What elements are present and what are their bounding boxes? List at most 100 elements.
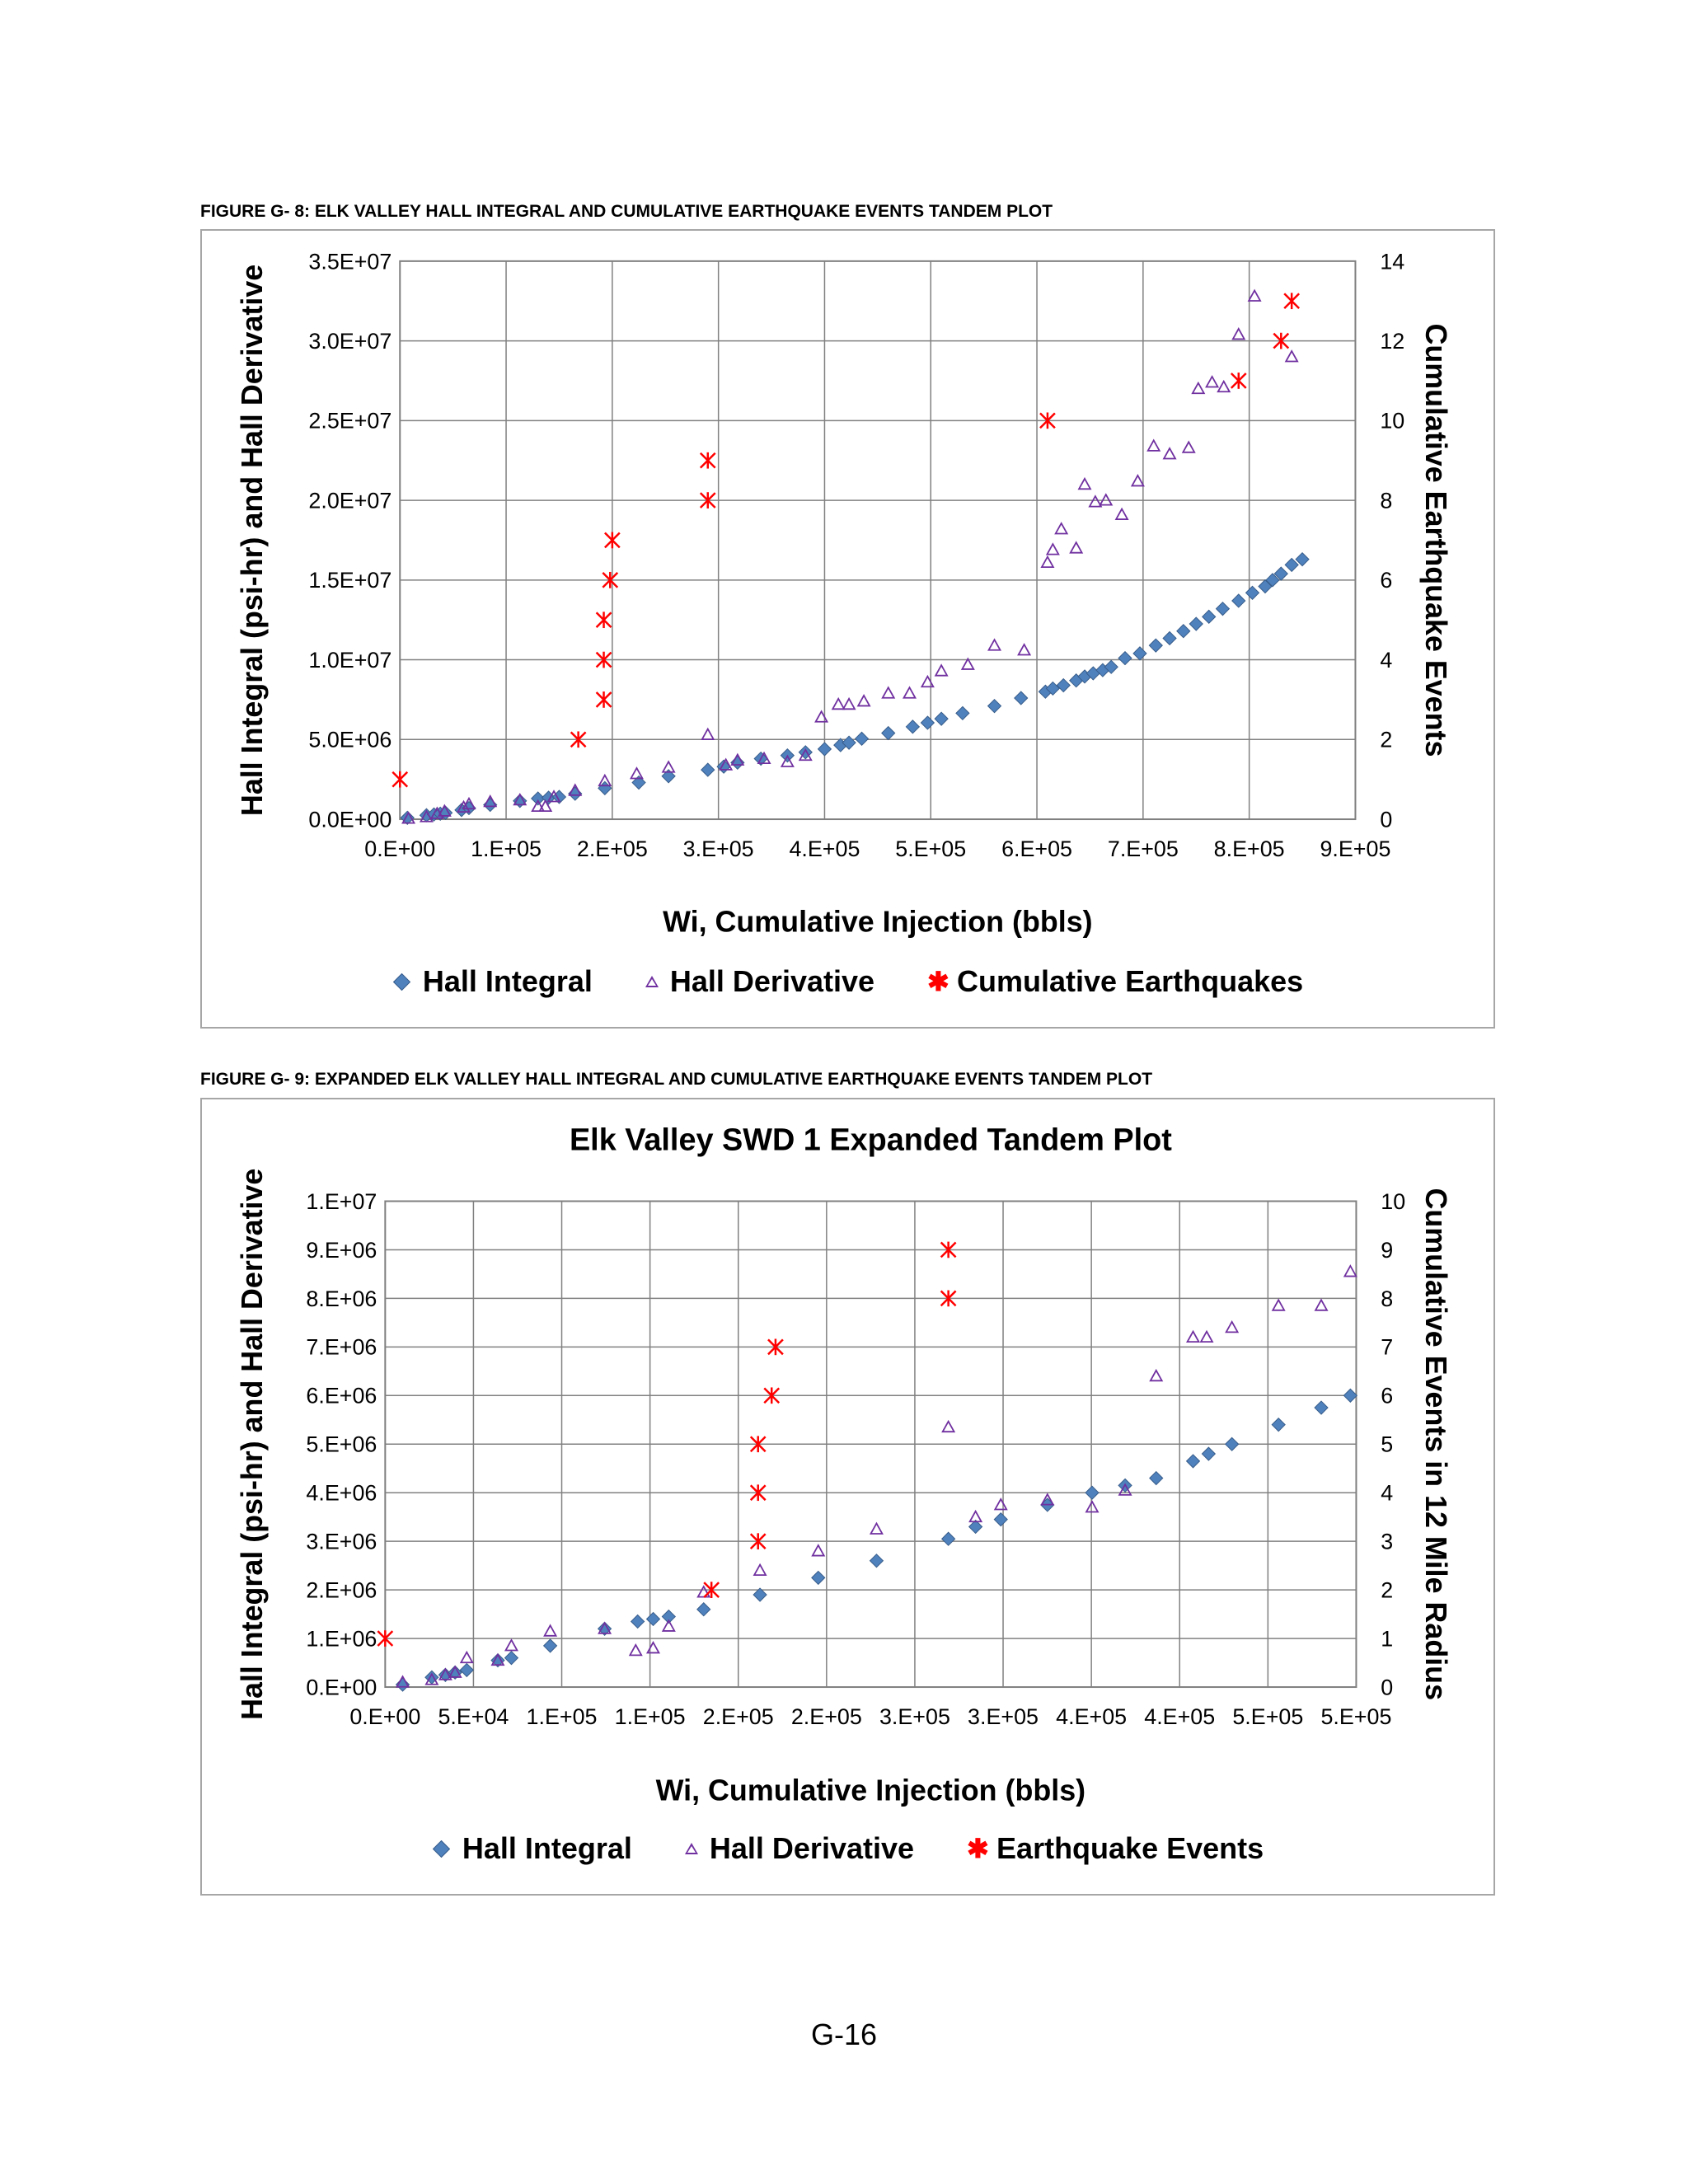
hall-derivative-point (396, 1675, 410, 1688)
y-tick-label: 2.0E+07 (308, 488, 392, 513)
hall-derivative-point (459, 1650, 474, 1664)
x-tick-label: 2.E+05 (791, 1704, 862, 1729)
legend-item-hall-integral: Hall Integral (432, 1831, 632, 1866)
hall-derivative-point (1085, 1500, 1100, 1513)
hall-integral-point (1284, 557, 1299, 573)
hall-integral-point (531, 791, 546, 806)
y2-tick-label: 8 (1380, 488, 1392, 513)
hall-integral-point (1231, 593, 1246, 608)
legend-item-hall-derivative: Hall Derivative (645, 964, 874, 999)
hall-derivative-point (757, 751, 771, 764)
x-tick-label: 4.E+05 (789, 837, 860, 861)
earthquake-point (749, 1484, 767, 1502)
hall-derivative-point (661, 1619, 676, 1632)
chart-area-figure-g9: Elk Valley SWD 1 Expanded Tandem Plot 0.E… (200, 1098, 1495, 1896)
hall-derivative-point (1146, 438, 1161, 452)
legend-item-cumulative-earthquakes: ✱ Cumulative Earthquakes (927, 964, 1303, 999)
hall-integral-point (701, 762, 715, 777)
earthquake-point (604, 532, 621, 549)
hall-derivative-point (811, 1544, 826, 1557)
hall-derivative-point (629, 766, 644, 780)
x-tick-label: 1.E+05 (527, 1704, 598, 1729)
hall-derivative-point (869, 1521, 884, 1535)
earthquake-point (392, 771, 409, 788)
y2-tick-label: 0 (1381, 1675, 1393, 1699)
y2-tick-label: 4 (1381, 1481, 1393, 1506)
legend-item-hall-derivative: Hall Derivative (684, 1831, 914, 1866)
hall-integral-point (490, 1652, 505, 1668)
hall-derivative-point (401, 811, 416, 824)
hall-derivative-point (457, 799, 471, 813)
earthquake-point (595, 612, 612, 629)
hall-integral-point (1224, 1436, 1240, 1451)
series-hall-integral (395, 1388, 1358, 1692)
x-tick-label: 1.E+05 (471, 837, 542, 861)
hall-integral-point (987, 698, 1002, 714)
x-tick-label: 3.E+05 (879, 1704, 950, 1729)
hall-integral-point (905, 719, 921, 734)
hall-integral-point (811, 1570, 826, 1586)
hall-integral-point (955, 705, 970, 721)
hall-integral-point (448, 1665, 462, 1680)
hall-derivative-point (661, 760, 676, 773)
legend-label: Cumulative Earthquakes (957, 964, 1304, 998)
y-axis-label: Hall Integral (psi-hr) and Hall Derivati… (236, 1169, 269, 1720)
tandem-plot-g9: Elk Valley SWD 1 Expanded Tandem Plot 0.E… (236, 1123, 1452, 1807)
hall-derivative-point (483, 794, 498, 808)
y2-tick-label: 6 (1380, 568, 1392, 593)
hall-integral-point (968, 1519, 983, 1535)
hall-derivative-point (598, 773, 612, 787)
hall-integral-point (934, 711, 949, 726)
hall-derivative-point (1191, 381, 1206, 395)
diamond-marker-icon (392, 972, 410, 991)
hall-integral-point (881, 725, 896, 741)
hall-integral-point (1215, 601, 1231, 616)
x-tick-label: 0.E+00 (364, 837, 435, 861)
earthquake-point (767, 1338, 784, 1356)
hall-integral-point (1118, 650, 1132, 666)
x-tick-label: 4.E+05 (1144, 1704, 1215, 1729)
hall-derivative-point (504, 1638, 518, 1652)
earthquake-point (940, 1290, 957, 1307)
hall-derivative-point (628, 1643, 643, 1657)
hall-integral-point (1273, 566, 1288, 581)
hall-derivative-point (1114, 507, 1129, 520)
hall-integral-point (1202, 609, 1217, 624)
y-tick-label: 4.E+06 (306, 1481, 377, 1506)
y2-tick-label: 10 (1380, 409, 1404, 434)
earthquake-point (749, 1436, 767, 1453)
earthquake-point (1273, 332, 1290, 349)
hall-integral-point (696, 1602, 711, 1617)
hall-derivative-point (1217, 379, 1231, 393)
hall-integral-point (1104, 659, 1118, 674)
x-tick-label: 8.E+05 (1214, 837, 1285, 861)
x-axis-label: Wi, Cumulative Injection (bbls) (656, 1774, 1085, 1807)
y-tick-label: 3.0E+07 (308, 329, 392, 354)
hall-derivative-point (968, 1509, 983, 1523)
hall-integral-point (1245, 585, 1260, 600)
x-axis-label: Wi, Cumulative Injection (bbls) (663, 905, 1092, 938)
hall-derivative-point (1099, 493, 1114, 506)
series-earthquake-events (377, 1241, 957, 1647)
hall-integral-point (661, 1609, 677, 1624)
hall-derivative-point (645, 1641, 660, 1654)
hall-derivative-point (1231, 327, 1246, 340)
y2-tick-label: 10 (1381, 1189, 1405, 1214)
hall-derivative-point (856, 694, 871, 707)
hall-derivative-point (462, 796, 476, 810)
plot-border (399, 260, 1357, 821)
y2-tick-label: 7 (1381, 1335, 1393, 1360)
earthquake-point (749, 1533, 767, 1550)
earthquake-point (602, 571, 619, 588)
hall-derivative-point (1314, 1298, 1329, 1311)
legend-g9: Hall Integral Hall Derivative ✱ Earthqua… (202, 1831, 1493, 1866)
hall-integral-point (1185, 1454, 1201, 1469)
triangle-marker-icon (645, 976, 659, 987)
hall-integral-point (854, 731, 870, 747)
y-tick-label: 5.0E+06 (308, 728, 392, 752)
hall-integral-point (1258, 579, 1273, 594)
hall-integral-point (645, 1611, 661, 1627)
y-tick-label: 2.E+06 (306, 1578, 377, 1603)
y2-axis-label: Cumulative Earthquake Events (1419, 324, 1452, 757)
hall-derivative-point (1271, 1298, 1286, 1311)
